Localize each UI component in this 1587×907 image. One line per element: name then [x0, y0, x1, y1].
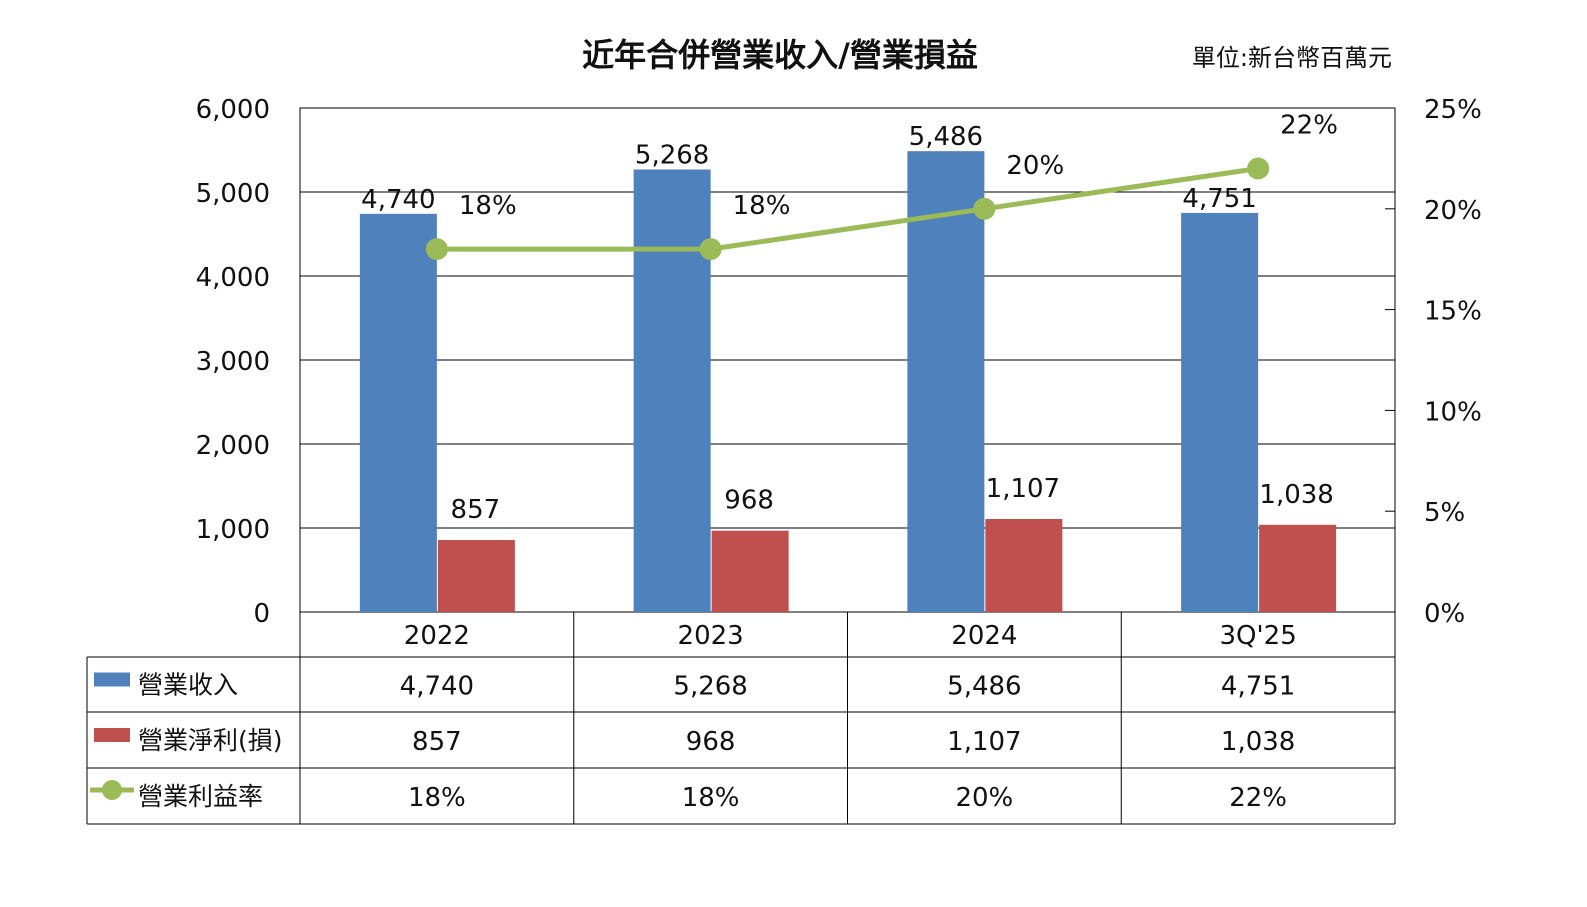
table-cell: 1,038	[1221, 727, 1295, 757]
left-tick-label: 0	[253, 599, 270, 629]
table-cell: 857	[412, 727, 462, 757]
bar-operating-income	[437, 540, 515, 612]
right-tick-label: 15%	[1424, 297, 1482, 327]
left-tick-label: 6,000	[196, 95, 270, 125]
left-tick-label: 2,000	[196, 431, 270, 461]
bar-operating-income	[1259, 524, 1337, 612]
bar-revenue	[1181, 212, 1259, 612]
income-data-label: 1,107	[986, 474, 1060, 504]
bar-revenue	[907, 151, 985, 612]
legend-label: 營業收入	[138, 671, 238, 700]
table-cell: 4,740	[400, 672, 474, 702]
category-label: 2023	[678, 621, 744, 651]
legend-swatch	[94, 672, 130, 687]
right-tick-label: 25%	[1424, 95, 1482, 125]
margin-data-label: 18%	[459, 191, 517, 221]
table-cell: 18%	[408, 783, 466, 813]
right-tick-label: 0%	[1424, 599, 1465, 629]
revenue-data-label: 4,740	[361, 185, 435, 215]
income-data-label: 968	[724, 486, 774, 516]
table-cell: 1,107	[947, 727, 1021, 757]
legend-swatch	[94, 728, 130, 742]
legend-label: 營業利益率	[138, 782, 263, 811]
left-tick-label: 4,000	[196, 263, 270, 293]
category-label: 2024	[951, 621, 1017, 651]
bar-revenue	[359, 213, 437, 612]
table-cell: 22%	[1229, 783, 1287, 813]
margin-line	[436, 166, 1259, 252]
margin-data-label: 22%	[1280, 110, 1338, 140]
right-tick-label: 10%	[1424, 397, 1482, 427]
income-data-label: 857	[451, 495, 501, 525]
bar-operating-income	[985, 519, 1063, 612]
margin-point	[425, 238, 448, 261]
category-label: 3Q'25	[1220, 621, 1297, 651]
category-label: 2022	[404, 621, 470, 651]
table-cell: 5,268	[673, 672, 747, 702]
margin-data-label: 20%	[1006, 151, 1064, 181]
margin-data-label: 18%	[733, 191, 791, 221]
chart-title: 近年合併營業收入/營業損益	[582, 36, 978, 74]
left-tick-label: 1,000	[196, 515, 270, 545]
legend-label: 營業淨利(損)	[138, 726, 283, 755]
income-data-label: 1,038	[1259, 480, 1333, 510]
table-cell: 4,751	[1221, 672, 1295, 702]
right-tick-label: 5%	[1424, 498, 1465, 528]
bar-operating-income	[711, 530, 789, 612]
table-cell: 5,486	[947, 672, 1021, 702]
revenue-data-label: 5,486	[909, 122, 983, 152]
margin-point	[699, 238, 722, 261]
revenue-data-label: 4,751	[1182, 184, 1256, 214]
table-cell: 968	[686, 727, 736, 757]
revenue-data-label: 5,268	[635, 140, 709, 170]
unit-label: 單位:新台幣百萬元	[1192, 44, 1392, 72]
table-cell: 20%	[955, 783, 1013, 813]
margin-point	[973, 197, 996, 220]
left-tick-label: 5,000	[196, 179, 270, 209]
table-cell: 18%	[682, 783, 740, 813]
right-tick-label: 20%	[1424, 196, 1482, 226]
margin-point	[1247, 157, 1270, 180]
left-tick-label: 3,000	[196, 347, 270, 377]
legend-marker-icon	[102, 780, 122, 800]
bar-revenue	[633, 169, 711, 612]
